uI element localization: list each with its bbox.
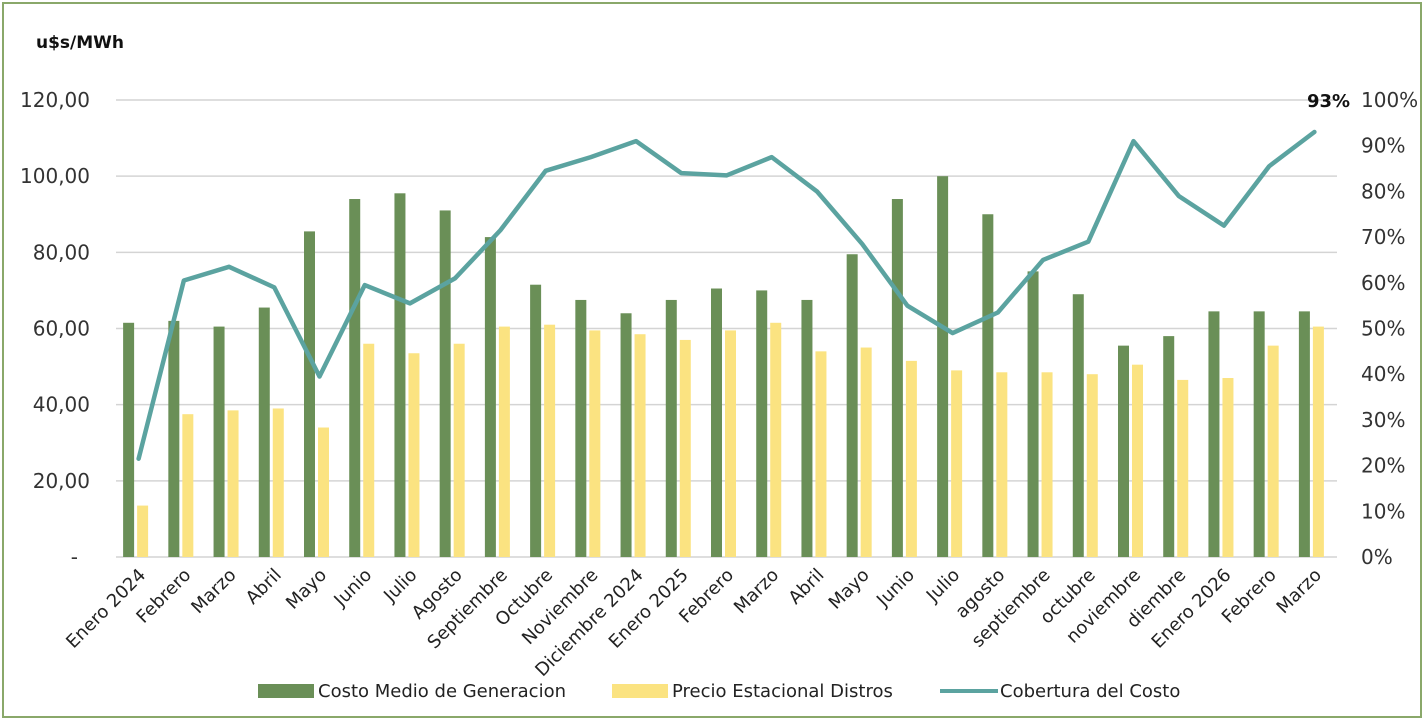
bar-precio bbox=[634, 334, 646, 557]
x-tick-label: Mayo bbox=[825, 565, 874, 614]
bar-precio bbox=[589, 330, 601, 557]
bar-precio bbox=[1267, 345, 1279, 557]
y-tick-label: 60,00 bbox=[33, 317, 90, 341]
bar-costo bbox=[756, 290, 768, 557]
x-tick-label: Marzo bbox=[187, 565, 240, 618]
y2-tick-label: 100% bbox=[1361, 88, 1418, 112]
y2-tick-label: 10% bbox=[1361, 499, 1405, 523]
bar-costo bbox=[394, 193, 406, 557]
bar-precio bbox=[815, 351, 827, 557]
x-tick-label: Abril bbox=[242, 565, 286, 609]
bar-costo bbox=[982, 214, 994, 557]
y2-tick-label: 80% bbox=[1361, 179, 1405, 203]
bar-precio bbox=[498, 326, 510, 557]
bar-precio bbox=[679, 339, 691, 557]
bar-costo bbox=[1163, 336, 1175, 557]
bar-costo bbox=[1118, 345, 1129, 557]
y2-tick-label: 50% bbox=[1361, 317, 1405, 341]
y2-tick-label: 90% bbox=[1361, 134, 1405, 158]
x-tick-label: Abril bbox=[785, 565, 829, 609]
bar-precio bbox=[453, 343, 465, 557]
legend-swatch-precio bbox=[612, 684, 668, 698]
bar-costo bbox=[304, 231, 315, 557]
bar-costo bbox=[258, 307, 270, 557]
y-tick-label: 100,00 bbox=[20, 164, 90, 188]
bar-precio bbox=[725, 330, 736, 557]
bar-costo bbox=[1298, 311, 1310, 557]
bar-costo bbox=[1208, 311, 1220, 557]
line-cobertura bbox=[136, 129, 1317, 461]
bar-precio bbox=[1132, 364, 1143, 557]
bar-precio bbox=[318, 427, 329, 557]
x-tick-label: Marzo bbox=[1273, 565, 1326, 618]
bar-precio bbox=[996, 372, 1008, 557]
legend-swatch-costo bbox=[258, 684, 314, 698]
y-axis-right: 0% 10% 20% 30% 40% 50% 60% 70% 80% 90% 100% bbox=[1361, 88, 1418, 569]
bar-costo bbox=[846, 254, 858, 558]
bar-precio bbox=[1041, 372, 1053, 557]
bar-precio bbox=[408, 353, 420, 557]
bar-costo bbox=[620, 313, 632, 557]
legend-label-precio: Precio Estacional Distros bbox=[672, 681, 893, 702]
y2-tick-label: 60% bbox=[1361, 271, 1405, 295]
bar-costo bbox=[439, 210, 451, 558]
legend-label-cobertura: Cobertura del Costo bbox=[1000, 681, 1180, 702]
bar-precio bbox=[860, 347, 872, 557]
bar-costo bbox=[1072, 294, 1084, 557]
bar-costo bbox=[168, 320, 180, 557]
bar-precio bbox=[1086, 374, 1098, 557]
bar-precio bbox=[182, 414, 194, 557]
y2-tick-label: 20% bbox=[1361, 454, 1405, 478]
y-axis-left: - 20,00 40,00 60,00 80,00 100,00 120,00 bbox=[20, 88, 90, 569]
chart-canvas: - 20,00 40,00 60,00 80,00 100,00 120,00 0% 10% 2… bbox=[20, 33, 1418, 702]
bar-precio bbox=[905, 360, 917, 557]
bar-precio bbox=[227, 410, 239, 557]
bar-costo bbox=[530, 284, 542, 557]
bar-costo bbox=[123, 322, 135, 557]
bar-precio bbox=[951, 370, 963, 557]
bar-costo bbox=[665, 299, 677, 557]
bar-costo bbox=[711, 288, 722, 557]
bar-precio bbox=[1312, 326, 1324, 557]
bars bbox=[123, 176, 1324, 558]
y2-tick-label: 70% bbox=[1361, 225, 1405, 249]
legend: Costo Medio de Generacion Precio Estacio… bbox=[258, 681, 1180, 702]
bar-precio bbox=[770, 322, 782, 557]
y2-tick-label: 0% bbox=[1361, 545, 1393, 569]
bar-costo bbox=[937, 176, 949, 557]
x-tick-label: Junio bbox=[872, 565, 919, 612]
bar-costo bbox=[801, 299, 813, 557]
bar-precio bbox=[544, 324, 556, 557]
bar-costo bbox=[891, 199, 903, 557]
bar-costo bbox=[1027, 271, 1039, 557]
y-tick-label: 40,00 bbox=[33, 393, 90, 417]
x-tick-label: Junio bbox=[329, 565, 376, 612]
coverage-line bbox=[136, 129, 1317, 461]
last-value-annotation: 93% bbox=[1307, 91, 1350, 112]
bar-costo bbox=[484, 237, 496, 557]
bar-costo bbox=[1253, 311, 1265, 557]
y2-tick-label: 30% bbox=[1361, 408, 1405, 432]
y-tick-label: 120,00 bbox=[20, 88, 90, 112]
bar-costo bbox=[349, 199, 361, 557]
bar-precio bbox=[1177, 379, 1189, 557]
x-tick-label: Marzo bbox=[730, 565, 783, 618]
bar-precio bbox=[137, 505, 149, 557]
bar-costo bbox=[575, 299, 587, 557]
legend-label-costo: Costo Medio de Generacion bbox=[318, 681, 566, 702]
y-tick-label: - bbox=[71, 545, 78, 569]
bar-precio bbox=[363, 343, 375, 557]
y-tick-label: 20,00 bbox=[33, 469, 90, 493]
y-axis-unit-label: u$s/MWh bbox=[36, 33, 124, 53]
bar-precio bbox=[1222, 378, 1234, 557]
bar-precio bbox=[272, 408, 284, 557]
y-tick-label: 80,00 bbox=[33, 240, 90, 264]
x-tick-label: Mayo bbox=[282, 565, 331, 614]
y2-tick-label: 40% bbox=[1361, 362, 1405, 386]
bar-costo bbox=[213, 326, 225, 557]
